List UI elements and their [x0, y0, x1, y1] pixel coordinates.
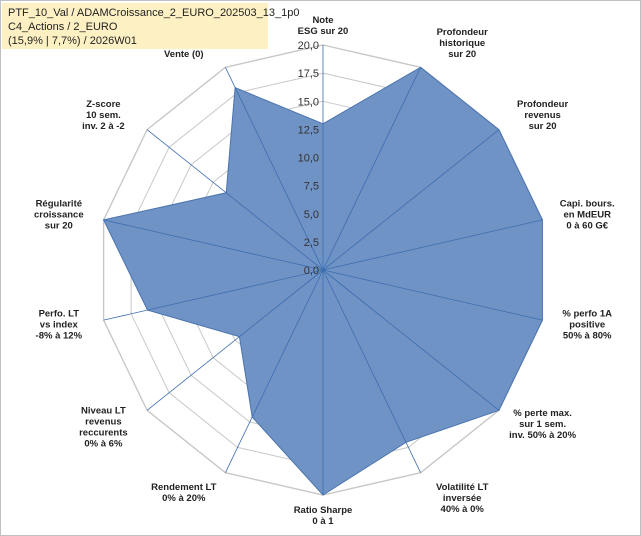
- tick-label: 15,0: [298, 96, 319, 108]
- portfolio-category: C4_Actions / 2_EURO: [8, 21, 118, 33]
- axis-label-line: croissance: [34, 209, 84, 220]
- axis-label-line: sur 20: [529, 121, 557, 132]
- axis-label-line: 0 à 1: [312, 516, 334, 527]
- radar-tick-labels: 0,0 2,5 5,0 7,5 10,0 12,5 15,0 17,5 20,0: [298, 40, 319, 277]
- axis-label-line: % perfo 1A: [562, 309, 612, 320]
- axis-label-line: Régularité: [36, 198, 82, 209]
- tick-label: 10,0: [298, 153, 319, 165]
- axis-spoke: [103, 219, 324, 271]
- axis-spoke: [322, 129, 500, 271]
- axis-label: % perfo 1A positive 50% à 80%: [562, 309, 612, 342]
- axis-label-line: sur 20: [45, 220, 73, 231]
- axis-label-line: reccurents: [79, 428, 128, 439]
- axis-label-line: Note: [312, 15, 333, 26]
- axis-label-line: 0 à 60 G€: [566, 220, 608, 231]
- axis-label-line: Ratio Sharpe: [294, 505, 353, 516]
- axis-label-line: ESG sur 20: [298, 26, 349, 37]
- axis-label-line: inversée: [443, 493, 482, 504]
- axis-label: Niveau LT revenus reccurents 0% à 6%: [79, 406, 128, 450]
- tick-label: 20,0: [298, 40, 319, 52]
- axis-spoke: [322, 67, 421, 271]
- axis-label: Note ESG sur 20: [298, 15, 349, 37]
- axis-spoke: [103, 269, 324, 321]
- axis-label-line: revenus: [85, 417, 121, 428]
- axis-spoke: [146, 129, 324, 271]
- axis-spoke: [322, 219, 543, 271]
- axis-label: Ratio Sharpe 0 à 1: [294, 505, 353, 527]
- axis-spoke: [322, 269, 500, 411]
- axis-label-line: Z-score: [86, 99, 120, 110]
- axis-label: % perte max. sur 1 sem. inv. 50% à 20%: [509, 408, 576, 441]
- axis-label-line: 40% à 0%: [441, 504, 485, 515]
- axis-label-line: 0% à 20%: [162, 493, 206, 504]
- axis-label-line: positive: [569, 320, 605, 331]
- axis-label-line: Vente (0): [164, 49, 204, 60]
- axis-label-line: % perte max.: [513, 408, 572, 419]
- tick-label: 12,5: [298, 124, 319, 136]
- axis-label-line: en MdEUR: [563, 209, 611, 220]
- axis-label: Perfo. LT vs index -8% à 12%: [36, 309, 83, 342]
- axis-spoke: [322, 269, 543, 321]
- axis-label: Profondeur historique sur 20: [437, 27, 488, 60]
- axis-label-line: 50% à 80%: [563, 331, 612, 342]
- axis-label-line: Profondeur: [437, 27, 488, 38]
- axis-label-line: inv. 2 à -2: [82, 121, 125, 132]
- tick-label: 2,5: [304, 237, 319, 249]
- axis-label-line: 0% à 6%: [84, 439, 123, 450]
- axis-label-line: vs index: [40, 320, 79, 331]
- axis-label-line: Perfo. LT: [39, 309, 80, 320]
- tick-label: 7,5: [304, 181, 319, 193]
- axis-label-line: Volatilité LT: [436, 482, 489, 493]
- axis-label-line: sur 1 sem.: [519, 419, 566, 430]
- axis-label-line: sur 20: [448, 49, 476, 60]
- axis-label-line: Capi. bours.: [560, 198, 615, 209]
- axis-spoke: [225, 67, 324, 271]
- portfolio-stats: (15,9% | 7,7%) / 2026W01: [8, 35, 137, 47]
- portfolio-name: PTF_10_Val / ADAMCroissance_2_EURO_20250…: [8, 7, 300, 19]
- tick-label: 17,5: [298, 68, 319, 80]
- tick-label: 0,0: [304, 265, 319, 277]
- axis-spoke: [225, 269, 324, 473]
- axis-label-line: Profondeur: [517, 99, 568, 110]
- tick-label: 5,0: [304, 209, 319, 221]
- axis-spoke: [146, 269, 324, 411]
- axis-label: Volatilité LT inversée 40% à 0%: [436, 482, 489, 515]
- axis-label-line: 10 sem.: [86, 110, 121, 121]
- axis-label-line: inv. 50% à 20%: [509, 430, 576, 441]
- axis-label-line: Rendement LT: [151, 482, 216, 493]
- axis-spoke: [322, 269, 421, 473]
- axis-label: Régularité croissance sur 20: [34, 198, 84, 231]
- axis-label-line: -8% à 12%: [36, 331, 83, 342]
- axis-label: Capi. bours. en MdEUR 0 à 60 G€: [560, 198, 615, 231]
- axis-label-line: revenus: [524, 110, 560, 121]
- radar-series: [102, 45, 543, 496]
- axis-label-line: Niveau LT: [81, 406, 126, 417]
- axis-label-line: historique: [439, 38, 485, 49]
- portfolio-info-box: PTF_10_Val / ADAMCroissance_2_EURO_20250…: [2, 3, 300, 49]
- axis-label: Profondeur revenus sur 20: [517, 99, 568, 132]
- axis-label: Rendement LT 0% à 20%: [151, 482, 216, 504]
- axis-label: Z-score 10 sem. inv. 2 à -2: [82, 99, 125, 132]
